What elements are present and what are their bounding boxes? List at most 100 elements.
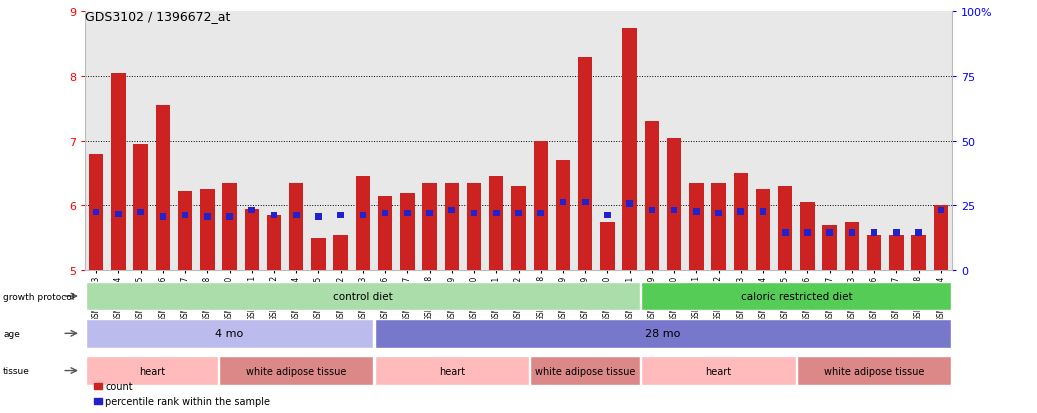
- Bar: [893, 230, 900, 236]
- Bar: [912, 235, 926, 271]
- Bar: [556, 161, 570, 271]
- Bar: [756, 190, 770, 271]
- Text: 4 mo: 4 mo: [216, 328, 244, 339]
- Bar: [822, 225, 837, 271]
- Bar: [249, 207, 255, 214]
- Bar: [374, 356, 529, 385]
- Bar: [582, 199, 589, 206]
- Bar: [204, 214, 211, 220]
- Bar: [804, 230, 811, 236]
- Bar: [533, 142, 548, 271]
- Bar: [642, 282, 951, 311]
- Bar: [716, 211, 722, 217]
- Bar: [360, 212, 366, 219]
- Bar: [667, 138, 681, 271]
- Bar: [530, 356, 640, 385]
- Bar: [400, 193, 415, 271]
- Bar: [115, 211, 121, 218]
- Bar: [578, 57, 592, 271]
- Bar: [711, 183, 726, 271]
- Bar: [222, 183, 236, 271]
- Bar: [426, 211, 432, 217]
- Bar: [489, 177, 504, 271]
- Text: tissue: tissue: [3, 366, 30, 375]
- Bar: [137, 209, 144, 216]
- Bar: [377, 196, 392, 271]
- Bar: [778, 187, 792, 271]
- Bar: [848, 230, 856, 236]
- Bar: [356, 177, 370, 271]
- Bar: [733, 174, 748, 271]
- Bar: [219, 356, 373, 385]
- Bar: [311, 238, 326, 271]
- Text: white adipose tissue: white adipose tissue: [246, 366, 346, 376]
- Bar: [515, 211, 522, 217]
- Bar: [560, 199, 566, 206]
- Bar: [826, 230, 833, 236]
- Bar: [937, 207, 944, 214]
- Bar: [645, 122, 660, 271]
- Bar: [600, 222, 615, 271]
- Bar: [448, 207, 455, 214]
- Bar: [156, 106, 170, 271]
- Bar: [160, 214, 166, 220]
- Bar: [86, 319, 373, 348]
- Bar: [648, 207, 655, 214]
- Text: 28 mo: 28 mo: [645, 328, 680, 339]
- Bar: [93, 209, 100, 216]
- Bar: [289, 183, 304, 271]
- Bar: [271, 212, 277, 219]
- Text: heart: heart: [705, 366, 732, 376]
- Text: heart: heart: [139, 366, 165, 376]
- Bar: [797, 356, 951, 385]
- Bar: [382, 211, 389, 217]
- Bar: [626, 201, 633, 207]
- Text: control diet: control diet: [333, 291, 393, 301]
- Bar: [245, 209, 259, 271]
- Bar: [493, 211, 500, 217]
- Bar: [671, 207, 677, 214]
- Bar: [134, 145, 148, 271]
- Bar: [845, 222, 860, 271]
- Text: heart: heart: [439, 366, 465, 376]
- Bar: [867, 235, 881, 271]
- Bar: [737, 209, 745, 215]
- Bar: [337, 212, 344, 219]
- Bar: [111, 74, 125, 271]
- Bar: [467, 183, 481, 271]
- Bar: [693, 209, 700, 215]
- Bar: [889, 235, 903, 271]
- Bar: [226, 214, 233, 220]
- Bar: [86, 356, 218, 385]
- Bar: [200, 190, 215, 271]
- Bar: [374, 319, 951, 348]
- Bar: [782, 230, 788, 236]
- Bar: [471, 211, 477, 217]
- Bar: [181, 212, 189, 219]
- Bar: [89, 154, 104, 271]
- Text: growth protocol: growth protocol: [3, 292, 75, 301]
- Text: caloric restricted diet: caloric restricted diet: [740, 291, 852, 301]
- Bar: [334, 235, 347, 271]
- Bar: [292, 212, 300, 219]
- Text: GDS3102 / 1396672_at: GDS3102 / 1396672_at: [85, 10, 230, 23]
- Bar: [177, 192, 192, 271]
- Bar: [760, 209, 766, 215]
- Bar: [916, 230, 922, 236]
- Text: white adipose tissue: white adipose tissue: [824, 366, 924, 376]
- Bar: [622, 28, 637, 271]
- Bar: [871, 230, 877, 236]
- Bar: [933, 206, 948, 271]
- Bar: [445, 183, 459, 271]
- Bar: [404, 211, 411, 217]
- Bar: [86, 282, 640, 311]
- Bar: [537, 211, 544, 217]
- Legend: count, percentile rank within the sample: count, percentile rank within the sample: [90, 377, 275, 410]
- Bar: [511, 187, 526, 271]
- Bar: [422, 183, 437, 271]
- Bar: [267, 216, 281, 271]
- Text: white adipose tissue: white adipose tissue: [535, 366, 636, 376]
- Text: age: age: [3, 329, 20, 338]
- Bar: [642, 356, 795, 385]
- Bar: [801, 203, 815, 271]
